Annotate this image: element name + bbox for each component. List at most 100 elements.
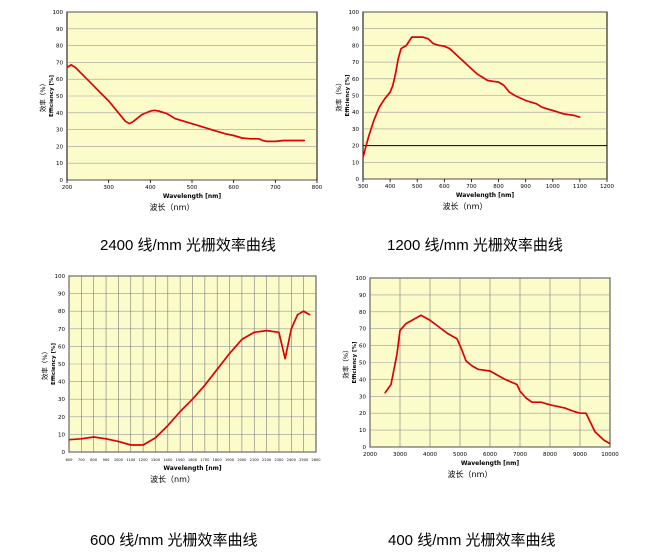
data-point bbox=[296, 314, 299, 316]
y-tick-label-20: 20 bbox=[359, 411, 366, 417]
x-axis-label-cn: 波长（nm） bbox=[150, 202, 195, 212]
data-point bbox=[481, 76, 483, 78]
data-point bbox=[573, 114, 576, 117]
data-point bbox=[241, 137, 243, 139]
data-point bbox=[290, 328, 292, 330]
chart-panel-1200: 0 10 20 30 40 50 60 70 80 90 100 300 400 500 600 700 800… bbox=[333, 0, 667, 226]
y-tick-label-40: 40 bbox=[56, 111, 63, 117]
data-point bbox=[546, 108, 548, 110]
data-point bbox=[262, 139, 264, 142]
x-tick-label-7000: 7000 bbox=[513, 452, 527, 458]
x-tick-label-10000: 10000 bbox=[601, 452, 619, 458]
data-point bbox=[258, 138, 260, 140]
x-tick-label-300: 300 bbox=[103, 185, 114, 191]
y-tick-label-50: 50 bbox=[56, 94, 63, 100]
data-point bbox=[563, 113, 565, 115]
y-tick-label-60: 60 bbox=[58, 344, 65, 350]
data-point bbox=[498, 81, 500, 83]
data-point bbox=[432, 43, 435, 45]
x-tick-label-9000: 9000 bbox=[573, 452, 587, 458]
data-point bbox=[552, 109, 554, 112]
data-point bbox=[460, 348, 463, 350]
y-axis-label-cn: 效率（%） bbox=[341, 346, 350, 378]
data-point bbox=[449, 48, 451, 50]
data-point bbox=[487, 79, 489, 82]
x-tick-label-2300: 2300 bbox=[274, 458, 284, 462]
x-tick-label-1200: 1200 bbox=[139, 458, 149, 462]
y-tick-label-100: 100 bbox=[349, 10, 360, 16]
chart-caption-600: 600 线/mm 光栅效率曲线 bbox=[90, 532, 258, 549]
data-point bbox=[460, 58, 462, 60]
data-point bbox=[130, 444, 132, 446]
data-point bbox=[531, 401, 533, 403]
data-point bbox=[66, 66, 68, 68]
data-point bbox=[93, 436, 95, 438]
data-point bbox=[420, 314, 422, 316]
data-point bbox=[465, 63, 467, 65]
x-tick-label-2600: 2600 bbox=[311, 458, 321, 462]
data-point bbox=[204, 384, 206, 386]
y-axis-label-en: Efficiency [%] bbox=[345, 74, 351, 116]
chart-svg-400: 0 10 20 30 40 50 60 70 80 90 100 2000 3000 4000 5000 60… bbox=[341, 276, 619, 479]
x-tick-label-400: 400 bbox=[145, 185, 156, 191]
x-tick-label-1600: 1600 bbox=[188, 458, 198, 462]
data-point bbox=[397, 58, 399, 60]
data-point bbox=[291, 139, 293, 142]
data-point bbox=[389, 91, 391, 93]
chart-panel-2400: 0 10 20 30 40 50 60 70 80 90 100 200 300 400 500 600 700… bbox=[0, 0, 333, 226]
chart-svg-1200: 0 10 20 30 40 50 60 70 80 90 100 300 400 500 600 700 800… bbox=[334, 10, 614, 211]
data-point bbox=[105, 438, 107, 440]
data-point bbox=[191, 123, 193, 125]
data-point bbox=[241, 338, 243, 340]
x-axis-label-cn: 波长（nm） bbox=[443, 201, 488, 211]
y-tick-label-90: 90 bbox=[56, 27, 63, 33]
y-axis-label-cn: 效率（%） bbox=[38, 80, 47, 112]
y-tick-label-90: 90 bbox=[58, 292, 65, 298]
data-point bbox=[108, 100, 110, 102]
data-point bbox=[519, 390, 521, 392]
data-point bbox=[603, 439, 605, 441]
y-tick-label-30: 30 bbox=[352, 127, 359, 133]
data-point bbox=[394, 73, 397, 75]
data-point bbox=[116, 110, 118, 112]
data-point bbox=[525, 397, 527, 399]
x-tick-label-1100: 1100 bbox=[573, 184, 587, 190]
data-point bbox=[128, 123, 131, 125]
y-tick-label-70: 70 bbox=[58, 327, 65, 333]
data-point bbox=[470, 68, 472, 70]
y-tick-label-20: 20 bbox=[58, 415, 65, 421]
data-point bbox=[229, 352, 231, 354]
y-axis-label-cn: 效率（%） bbox=[40, 348, 49, 380]
data-point bbox=[477, 368, 479, 370]
data-point bbox=[465, 360, 467, 362]
y-tick-label-0: 0 bbox=[60, 178, 64, 184]
y-tick-label-70: 70 bbox=[56, 60, 63, 66]
data-point bbox=[585, 412, 587, 414]
x-tick-label-1400: 1400 bbox=[163, 458, 173, 462]
x-tick-label-1200: 1200 bbox=[600, 184, 614, 190]
x-tick-label-2400: 2400 bbox=[287, 458, 297, 462]
data-point bbox=[438, 44, 440, 47]
data-point bbox=[199, 125, 201, 127]
data-point bbox=[249, 138, 251, 140]
data-point bbox=[530, 101, 532, 103]
y-tick-label-20: 20 bbox=[56, 144, 63, 150]
x-tick-label-200: 200 bbox=[62, 185, 73, 191]
data-point bbox=[80, 438, 82, 440]
data-point bbox=[183, 120, 185, 122]
data-point bbox=[384, 98, 386, 100]
data-point bbox=[549, 404, 551, 406]
y-tick-label-30: 30 bbox=[56, 128, 63, 134]
y-tick-label-10: 10 bbox=[58, 432, 65, 438]
data-point bbox=[416, 36, 418, 38]
y-tick-label-20: 20 bbox=[352, 144, 359, 150]
data-point bbox=[68, 439, 70, 441]
data-point bbox=[373, 120, 375, 122]
y-tick-label-60: 60 bbox=[352, 77, 359, 83]
x-tick-label-2500: 2500 bbox=[299, 458, 309, 462]
data-point bbox=[456, 338, 458, 340]
y-axis-label-en: Efficiency [%] bbox=[352, 341, 358, 383]
data-point bbox=[191, 398, 194, 400]
x-tick-label-8000: 8000 bbox=[543, 452, 557, 458]
x-tick-label-800: 800 bbox=[312, 185, 323, 191]
